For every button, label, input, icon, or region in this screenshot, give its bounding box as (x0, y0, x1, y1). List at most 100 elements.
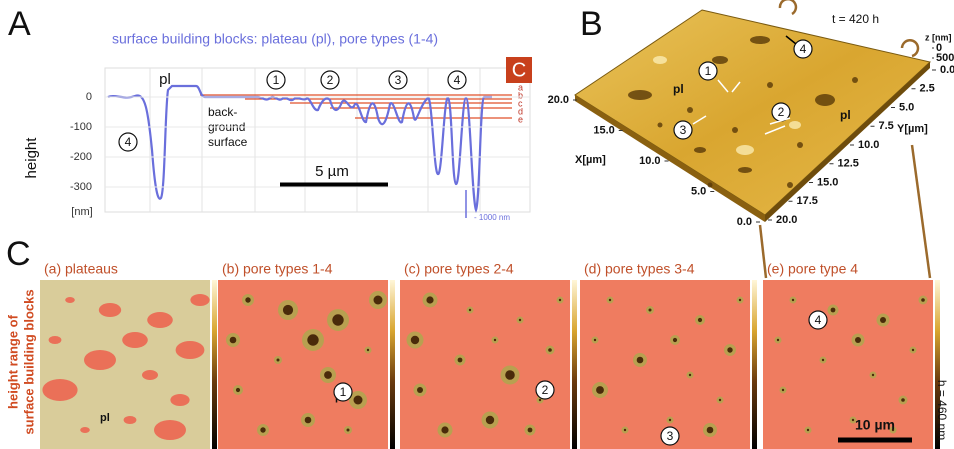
height-profile (108, 86, 492, 210)
pore (921, 298, 925, 302)
plateau-patch (170, 394, 189, 406)
plateau-patch (49, 336, 62, 344)
pore (609, 299, 611, 301)
pore-label: 1 (273, 73, 280, 87)
pore (332, 314, 343, 325)
figure: A surface building blocks: plateau (pl),… (0, 0, 954, 449)
pore (855, 337, 861, 343)
plateau-patch (154, 420, 186, 440)
depth-note: - 1000 nm (474, 213, 510, 222)
pore (277, 359, 280, 362)
y-tick-label: 10.0 (858, 139, 879, 151)
y-label: height (23, 137, 40, 179)
plateau-patch (142, 370, 158, 380)
background-label: back- (208, 105, 237, 119)
plateau-patch (147, 312, 173, 328)
y-tick-label: 0 (86, 91, 92, 103)
pore (624, 429, 626, 431)
pore (673, 338, 677, 342)
pore (792, 299, 794, 301)
badge-label: C (512, 59, 526, 81)
y-tick-label: 2.5 (920, 83, 935, 95)
pore (880, 317, 886, 323)
panel-a: A surface building blocks: plateau (pl),… (8, 5, 532, 222)
colorbar-label: h = 460 nm (935, 380, 949, 440)
plateau-patch (84, 350, 116, 370)
panel-title: surface building blocks: plateau (pl), p… (112, 31, 438, 47)
pore-label: 3 (395, 73, 402, 87)
pore-label: 4 (125, 135, 132, 149)
pore (901, 398, 905, 402)
image (40, 280, 210, 449)
pore (486, 416, 494, 424)
pore (698, 318, 702, 322)
colorbar (390, 280, 395, 449)
pore (637, 357, 644, 364)
plateau-patch (176, 341, 205, 359)
x-tick-label: 5.0 (691, 185, 706, 197)
pore-label: 2 (778, 105, 785, 119)
y-tick-label: 12.5 (838, 158, 859, 170)
pore-label: 1 (705, 64, 712, 78)
pore (426, 296, 433, 303)
pore (727, 347, 732, 352)
side-label: surface building blocks (21, 289, 36, 434)
plateau-label: pl (673, 82, 684, 96)
pore (469, 309, 471, 311)
scale-bar-label: 10 µm (855, 417, 895, 433)
y-tick-label: -300 (70, 181, 92, 193)
pore (230, 337, 237, 344)
pore (324, 371, 332, 379)
pore (458, 358, 463, 363)
y-tick-label: 7.5 (879, 120, 894, 132)
plateau-patch (99, 303, 121, 317)
pore-label: 2 (327, 73, 334, 87)
image-title: (d) pore types 3-4 (584, 261, 695, 277)
pore (347, 429, 350, 432)
pore (822, 359, 824, 361)
pore (528, 428, 533, 433)
level-label: e (518, 114, 523, 124)
pore (411, 336, 419, 344)
plateau-label: pl (840, 108, 851, 122)
plateau-patch (124, 416, 137, 424)
image-title: (a) plateaus (44, 261, 118, 277)
pore (417, 387, 423, 393)
y-tick-label: 0.0 (940, 64, 954, 76)
pore-label: 4 (800, 42, 807, 56)
pore (649, 309, 652, 312)
pore (559, 299, 561, 301)
pore (494, 339, 496, 341)
colorbar (572, 280, 577, 449)
pore (707, 427, 714, 434)
plateau-patch (42, 379, 77, 401)
y-unit: [nm] (71, 206, 92, 218)
panel-letter: C (6, 235, 31, 273)
pore (236, 388, 240, 392)
pore (719, 399, 721, 401)
x-tick-label: 15.0 (593, 124, 614, 136)
pore-label: 3 (667, 429, 674, 443)
pore (807, 429, 809, 431)
pore (912, 349, 914, 351)
panel-b: B t = 420 h z [nm] X[µm] Y[µm] pl pl 4 1… (548, 0, 954, 278)
pore (872, 374, 874, 376)
time-label: t = 420 h (832, 12, 879, 26)
plateau-patch (190, 294, 209, 306)
pore (831, 308, 836, 313)
plateau-label: pl (100, 412, 110, 424)
pore (283, 305, 293, 315)
image (580, 280, 750, 449)
pore (782, 389, 784, 391)
plateau-patch (80, 427, 90, 433)
pore-label: 2 (542, 383, 549, 397)
pore (505, 370, 515, 380)
image-title: (e) pore type 4 (767, 261, 858, 277)
y-tick-label: -100 (70, 121, 92, 133)
panel-letter: B (580, 5, 603, 43)
pore (307, 334, 318, 345)
colorbar (212, 280, 217, 449)
pore-markers (119, 71, 466, 151)
plateau-patch (65, 297, 75, 303)
pore (305, 417, 312, 424)
